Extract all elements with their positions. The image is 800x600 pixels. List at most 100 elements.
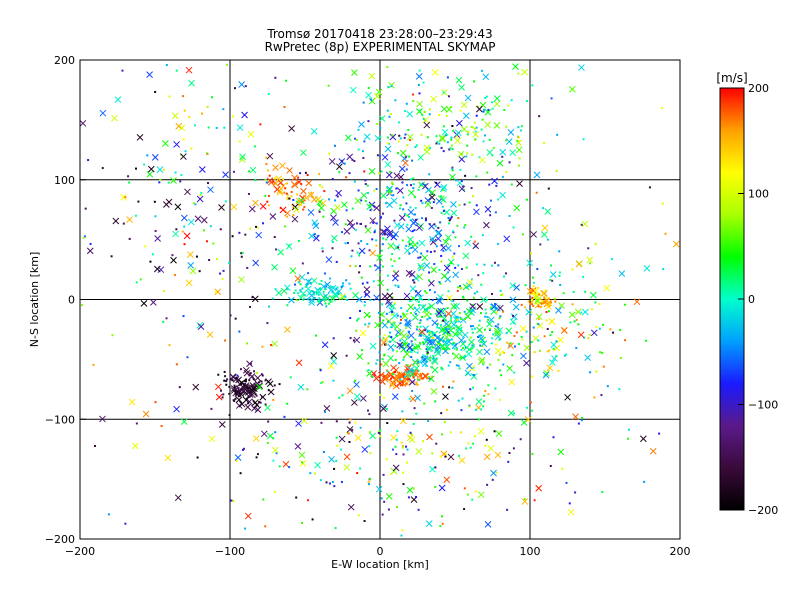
data-point-dot — [381, 513, 384, 516]
data-point-dot — [379, 136, 382, 139]
data-point-dot — [341, 394, 344, 397]
data-point-cross — [174, 203, 182, 211]
data-point-dot — [399, 207, 402, 210]
data-point-dot — [463, 355, 466, 358]
data-point-dot — [377, 311, 380, 314]
data-point-dot — [363, 301, 366, 304]
data-point-dot — [500, 294, 503, 297]
data-point-dot — [565, 353, 568, 356]
data-point-dot — [386, 136, 389, 139]
data-point-dot — [247, 391, 250, 394]
data-point-dot — [483, 108, 486, 111]
data-point-dot — [422, 81, 425, 84]
data-point-dot — [202, 229, 205, 232]
data-point-cross — [310, 277, 318, 285]
data-point-cross — [465, 308, 473, 315]
data-point-dot — [228, 261, 231, 264]
data-point-cross — [388, 381, 396, 389]
data-point-dot — [266, 200, 269, 203]
data-point-dot — [448, 222, 451, 225]
data-point-dot — [282, 178, 285, 181]
data-point-dot — [320, 280, 323, 283]
data-point-cross — [494, 451, 502, 459]
data-point-dot — [606, 385, 609, 388]
data-point-dot — [503, 275, 506, 278]
data-point-dot — [180, 174, 183, 177]
data-point-dot — [430, 206, 433, 209]
data-point-cross — [381, 153, 389, 161]
data-point-dot — [485, 95, 488, 98]
data-point-cross — [439, 135, 446, 143]
data-point-dot — [398, 257, 401, 260]
data-point-cross — [542, 371, 550, 379]
data-point-dot — [193, 124, 196, 127]
data-point-dot — [229, 314, 232, 317]
data-point-dot — [414, 218, 417, 221]
data-point-dot — [601, 323, 604, 326]
data-point-cross — [407, 303, 415, 311]
data-point-cross — [408, 436, 416, 444]
data-point-dot — [89, 242, 92, 245]
data-point-dot — [353, 180, 356, 183]
data-point-dot — [408, 378, 411, 381]
data-point-dot — [460, 180, 463, 183]
data-point-cross — [430, 388, 438, 395]
data-point-cross — [382, 360, 390, 368]
data-point-dot — [240, 252, 243, 255]
data-point-cross — [393, 221, 401, 229]
data-point-dot — [178, 386, 181, 389]
data-point-cross — [252, 199, 259, 207]
data-point-dot — [319, 479, 322, 482]
data-point-dot — [472, 325, 475, 328]
data-point-cross — [244, 512, 252, 520]
data-point-dot — [517, 136, 520, 139]
data-point-cross — [284, 209, 291, 217]
data-point-cross — [238, 81, 246, 88]
data-point-dot — [485, 312, 488, 315]
data-point-cross — [238, 276, 245, 283]
data-point-cross — [269, 213, 277, 220]
data-point-cross — [466, 346, 473, 353]
data-point-dot — [238, 231, 241, 234]
data-point-dot — [424, 219, 427, 222]
data-point-cross — [368, 167, 376, 175]
data-point-dot — [323, 288, 326, 291]
data-point-dot — [219, 389, 222, 392]
data-point-dot — [300, 182, 303, 185]
data-point-dot — [447, 339, 450, 342]
data-point-dot — [124, 196, 127, 199]
data-point-cross — [398, 214, 406, 222]
data-point-cross — [442, 393, 449, 400]
data-point-dot — [323, 299, 326, 302]
data-point-dot — [413, 346, 416, 349]
data-point-dot — [648, 186, 651, 189]
data-point-dot — [430, 330, 433, 333]
data-point-cross — [373, 294, 380, 302]
data-point-cross — [183, 232, 191, 240]
data-point-dot — [602, 365, 605, 368]
data-point-dot — [478, 334, 481, 337]
data-point-cross — [146, 71, 153, 78]
data-point-dot — [107, 513, 110, 516]
data-point-dot — [472, 386, 475, 389]
data-point-dot — [574, 491, 577, 494]
data-point-cross — [325, 256, 333, 263]
data-point-dot — [331, 480, 334, 483]
data-point-cross — [410, 219, 417, 227]
data-point-dot — [495, 471, 498, 474]
data-point-dot — [302, 200, 305, 203]
data-point-cross — [313, 234, 320, 242]
data-point-cross — [618, 270, 626, 278]
data-point-dot — [270, 343, 273, 346]
data-point-cross — [418, 328, 426, 336]
data-point-dot — [341, 284, 344, 287]
data-point-dot — [413, 281, 416, 284]
data-point-dot — [293, 283, 296, 286]
data-point-cross — [415, 448, 423, 455]
data-point-dot — [361, 282, 364, 285]
data-point-dot — [149, 260, 152, 263]
data-point-dot — [358, 265, 361, 268]
data-point-dot — [420, 133, 423, 136]
data-point-dot — [310, 191, 313, 194]
